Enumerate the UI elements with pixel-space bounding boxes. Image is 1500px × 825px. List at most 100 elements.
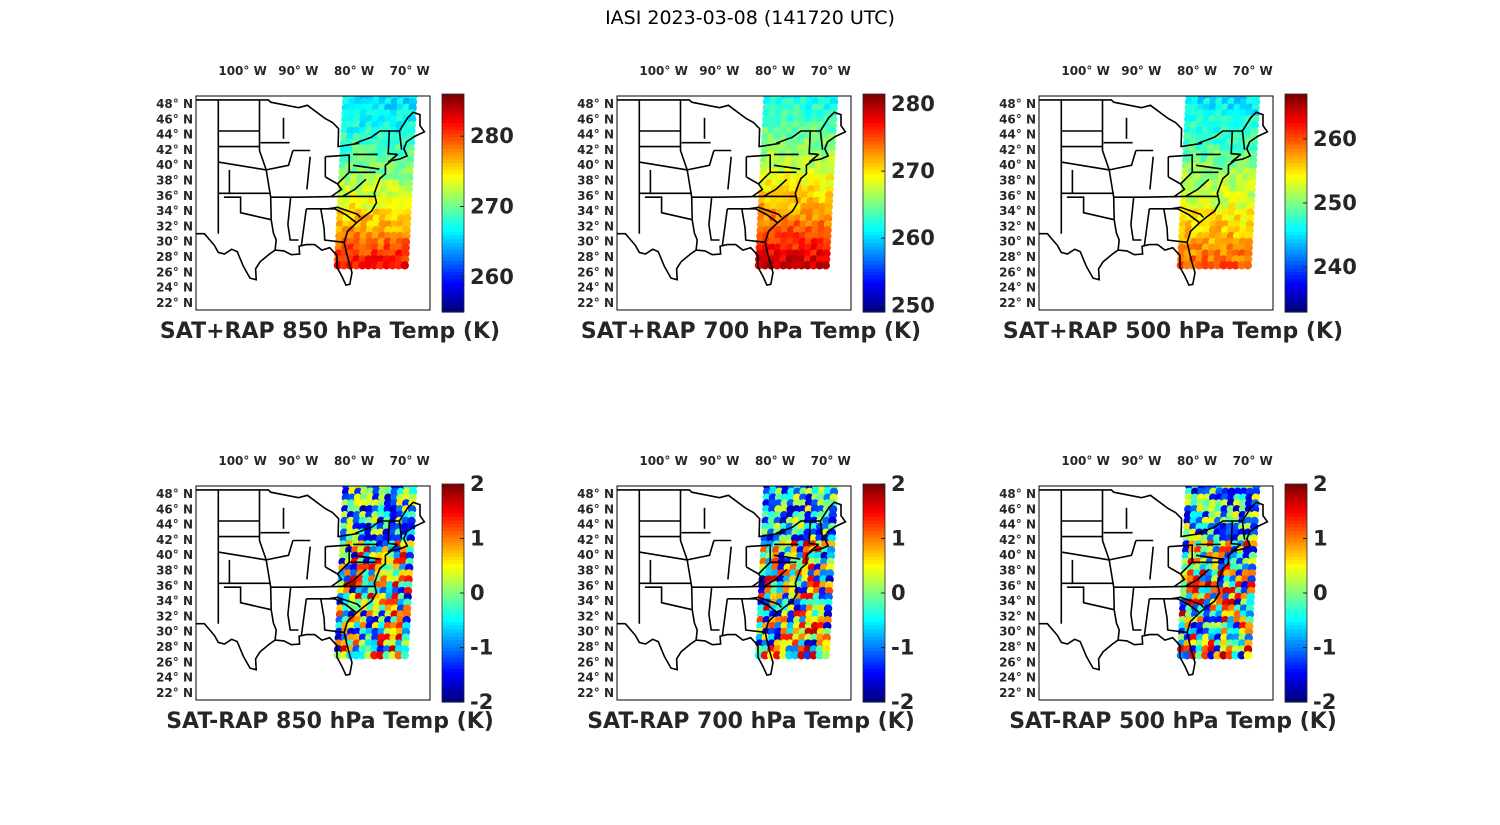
data-point xyxy=(365,505,374,514)
colorbar-segment xyxy=(863,203,885,208)
data-point xyxy=(1237,261,1246,270)
data-point xyxy=(805,97,814,106)
map-frame xyxy=(195,95,431,311)
state-border xyxy=(745,629,765,634)
state-border xyxy=(342,178,367,198)
data-point xyxy=(791,261,800,270)
panel-title: SAT-RAP 850 hPa Temp (K) xyxy=(166,709,494,734)
colorbar-tick-label: -1 xyxy=(891,636,914,660)
lon-tick-label: 90° W xyxy=(699,64,739,78)
data-point xyxy=(358,633,368,642)
colorbar-segment xyxy=(442,683,464,689)
colorbar-segment xyxy=(863,487,885,492)
colorbar-segment xyxy=(442,257,464,262)
colorbar-segment xyxy=(1285,611,1307,616)
colorbar-segment xyxy=(1285,527,1307,532)
data-point xyxy=(785,255,794,264)
colorbar-segment xyxy=(442,126,464,131)
lat-tick-label: 48° N xyxy=(156,97,193,111)
lon-tick-label: 90° W xyxy=(278,64,318,78)
data-point xyxy=(1250,516,1259,526)
data-point xyxy=(334,255,343,264)
data-point xyxy=(385,208,394,217)
colorbar-segment xyxy=(442,144,464,150)
data-point xyxy=(1227,487,1236,496)
lon-tick-label: 70° W xyxy=(390,64,430,78)
colorbar-segment xyxy=(442,130,464,135)
colorbar-segment xyxy=(442,239,464,244)
data-point xyxy=(814,161,823,171)
satellite-swath xyxy=(1176,96,1261,270)
colorbar-segment xyxy=(863,531,885,536)
colorbar-segment xyxy=(863,119,885,124)
state-border xyxy=(223,586,272,611)
data-point xyxy=(395,243,404,252)
data-point xyxy=(1233,226,1242,235)
data-point xyxy=(403,208,412,217)
colorbar-segment xyxy=(442,680,464,685)
data-point xyxy=(799,97,808,106)
data-point xyxy=(1215,226,1224,235)
data-point xyxy=(1219,261,1228,270)
data-point xyxy=(392,179,401,188)
state-border xyxy=(808,130,819,156)
lat-tick-label: 28° N xyxy=(577,640,614,654)
colorbar-segment xyxy=(1285,683,1307,689)
data-point xyxy=(1201,126,1211,136)
lon-tick-label: 70° W xyxy=(811,454,851,468)
data-point xyxy=(803,645,813,654)
data-point xyxy=(379,581,389,590)
data-point xyxy=(811,97,820,106)
lat-tick-label: 30° N xyxy=(577,625,614,639)
colorbar-segment xyxy=(442,188,464,193)
lat-tick-label: 46° N xyxy=(156,112,193,126)
data-point xyxy=(1233,487,1242,496)
state-border xyxy=(691,219,699,251)
data-point xyxy=(364,255,373,264)
data-point xyxy=(825,191,834,200)
colorbar-segment xyxy=(1285,173,1307,179)
data-point xyxy=(1208,505,1217,514)
lon-tick-label: 100° W xyxy=(1061,64,1109,78)
data-point xyxy=(396,226,405,235)
data-point xyxy=(785,261,794,270)
state-border xyxy=(639,161,688,171)
colorbar-segment xyxy=(442,640,464,645)
data-point xyxy=(779,516,789,526)
data-point xyxy=(801,569,810,578)
data-point xyxy=(1221,487,1230,496)
data-point xyxy=(1247,569,1257,578)
data-point xyxy=(1237,645,1247,654)
colorbar-segment xyxy=(442,542,464,547)
colorbar-segment xyxy=(1285,491,1307,496)
colorbar-segment xyxy=(1285,665,1307,670)
state-border xyxy=(352,164,380,170)
data-point xyxy=(372,598,382,607)
data-point xyxy=(1232,115,1242,124)
data-point xyxy=(370,651,379,660)
colorbar-segment xyxy=(442,672,464,678)
colorbar-segment xyxy=(442,523,464,529)
lat-tick-label: 30° N xyxy=(999,625,1036,639)
data-point xyxy=(785,126,795,136)
data-point xyxy=(395,505,405,514)
colorbar-segment xyxy=(1285,192,1307,197)
colorbar-segment xyxy=(1285,152,1307,157)
colorbar-segment xyxy=(1285,264,1307,269)
data-point xyxy=(1234,598,1243,607)
state-border xyxy=(1113,195,1218,198)
data-point xyxy=(392,191,401,200)
lon-tick-label: 70° W xyxy=(390,454,430,468)
colorbar-segment xyxy=(863,166,885,171)
data-point xyxy=(1228,208,1237,217)
data-point xyxy=(1183,255,1192,264)
data-point xyxy=(1215,487,1224,496)
data-point xyxy=(806,191,816,200)
data-point xyxy=(1201,516,1211,526)
data-point xyxy=(333,261,343,270)
state-border xyxy=(1185,568,1210,588)
colorbar-segment xyxy=(442,585,464,590)
colorbar-segment xyxy=(863,629,885,634)
colorbar-segment xyxy=(1285,246,1307,251)
colorbar-segment xyxy=(863,148,885,153)
